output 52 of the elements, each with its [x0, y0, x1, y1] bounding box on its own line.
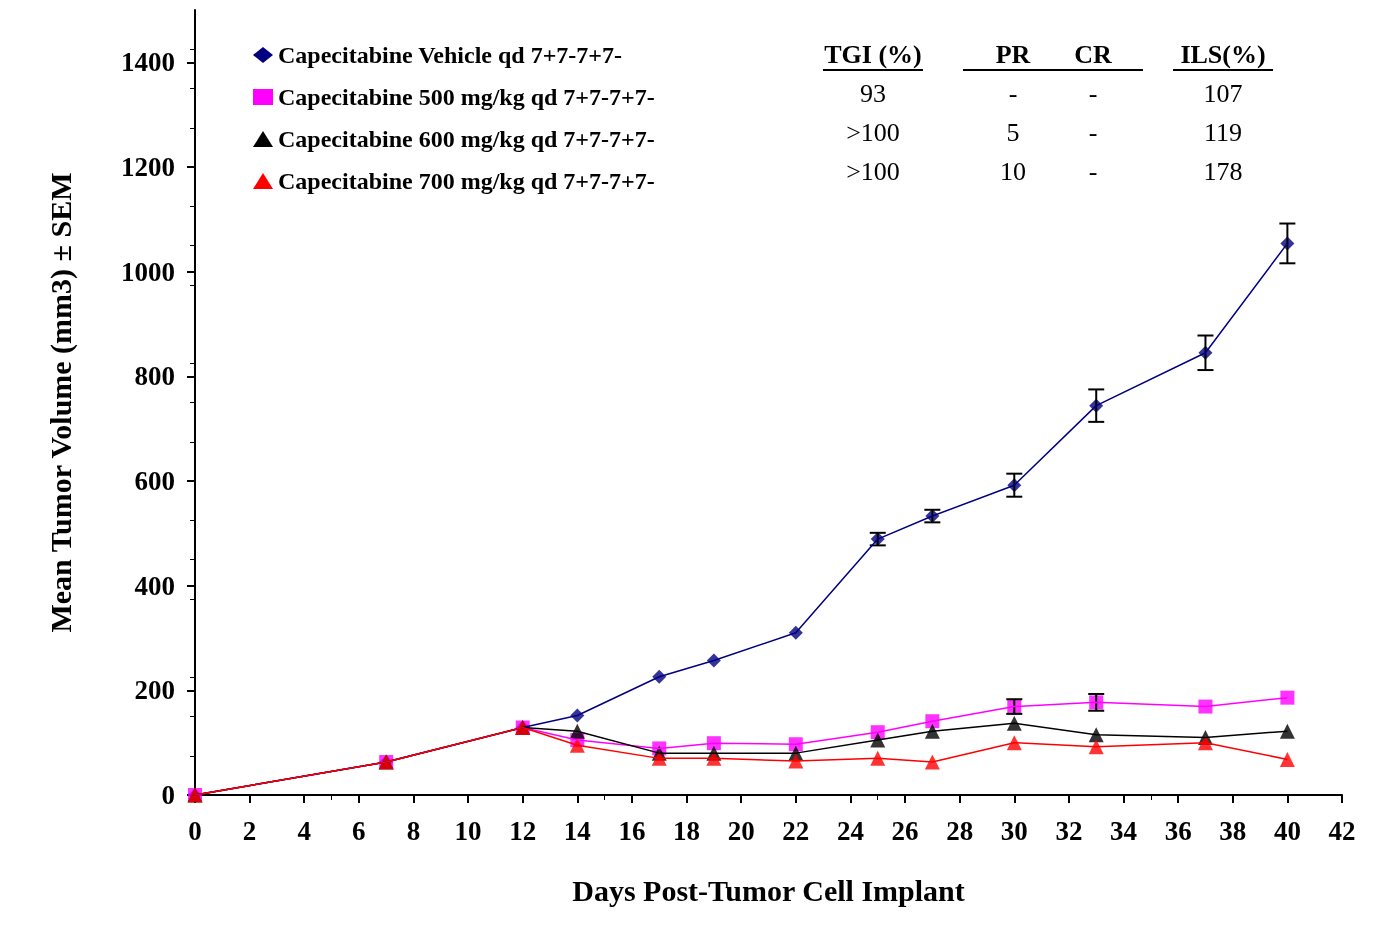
x-tick-label: 22 [782, 815, 810, 846]
legend-label: Capecitabine Vehicle qd 7+7-7+7- [278, 42, 623, 68]
x-axis-title: Days Post-Tumor Cell Implant [572, 873, 965, 907]
annotation: 178 [1203, 156, 1243, 186]
x-tick-label: 26 [891, 815, 919, 846]
annotation: - [1008, 78, 1018, 108]
annotation: - [1088, 78, 1098, 108]
x-tick-label: 4 [297, 815, 311, 846]
annotation: 93 [860, 78, 886, 108]
y-tick-label: 800 [134, 361, 175, 392]
x-tick-label: 18 [673, 815, 701, 846]
y-tick-label: 600 [134, 466, 175, 496]
x-tick-label: 8 [406, 815, 421, 846]
x-tick-label: 28 [946, 815, 974, 846]
annotation: 5 [1006, 117, 1020, 147]
x-tick-label: 6 [352, 815, 366, 846]
y-tick-label: 1000 [121, 256, 175, 287]
x-tick-label: 42 [1328, 815, 1356, 846]
x-tick-label: 40 [1273, 815, 1301, 846]
annotation: ILS(%) [1180, 39, 1266, 69]
legend-label: Capecitabine 600 mg/kg qd 7+7-7+7- [278, 126, 655, 152]
x-tick-label: 30 [1000, 815, 1028, 846]
annotation: 10 [1000, 156, 1026, 186]
annotation: 107 [1203, 78, 1243, 108]
x-tick-label: 16 [618, 815, 646, 846]
y-tick-label: 400 [134, 570, 175, 601]
x-tick-label: 34 [1110, 815, 1138, 846]
y-tick-label: 1400 [121, 47, 175, 78]
annotation: 119 [1203, 117, 1243, 147]
x-tick-label: 38 [1219, 815, 1247, 846]
legend-label: Capecitabine 500 mg/kg qd 7+7-7+7- [278, 84, 655, 110]
x-tick-label: 12 [509, 815, 537, 846]
y-axis-title: Mean Tumor Volume (mm3) ± SEM [43, 172, 78, 633]
x-tick-label: 24 [836, 815, 864, 846]
annotation: PR [995, 39, 1031, 69]
legend-label: Capecitabine 700 mg/kg qd 7+7-7+7- [278, 168, 655, 194]
x-tick-label: 36 [1164, 815, 1192, 846]
y-tick-label: 0 [161, 780, 175, 810]
x-tick-label: 10 [454, 815, 482, 846]
x-tick-label: 32 [1055, 815, 1083, 846]
annotation: >100 [846, 117, 900, 147]
annotation: TGI (%) [824, 39, 922, 69]
x-tick-label: 14 [563, 815, 591, 846]
annotation: CR [1074, 39, 1112, 69]
x-tick-label: 0 [188, 815, 202, 846]
y-tick-label: 200 [134, 675, 175, 706]
x-tick-label: 2 [242, 815, 257, 846]
y-tick-label: 1200 [121, 152, 175, 182]
annotation: - [1088, 156, 1098, 186]
annotation: >100 [846, 156, 900, 186]
annotation: - [1088, 117, 1098, 147]
x-tick-label: 20 [727, 815, 755, 846]
